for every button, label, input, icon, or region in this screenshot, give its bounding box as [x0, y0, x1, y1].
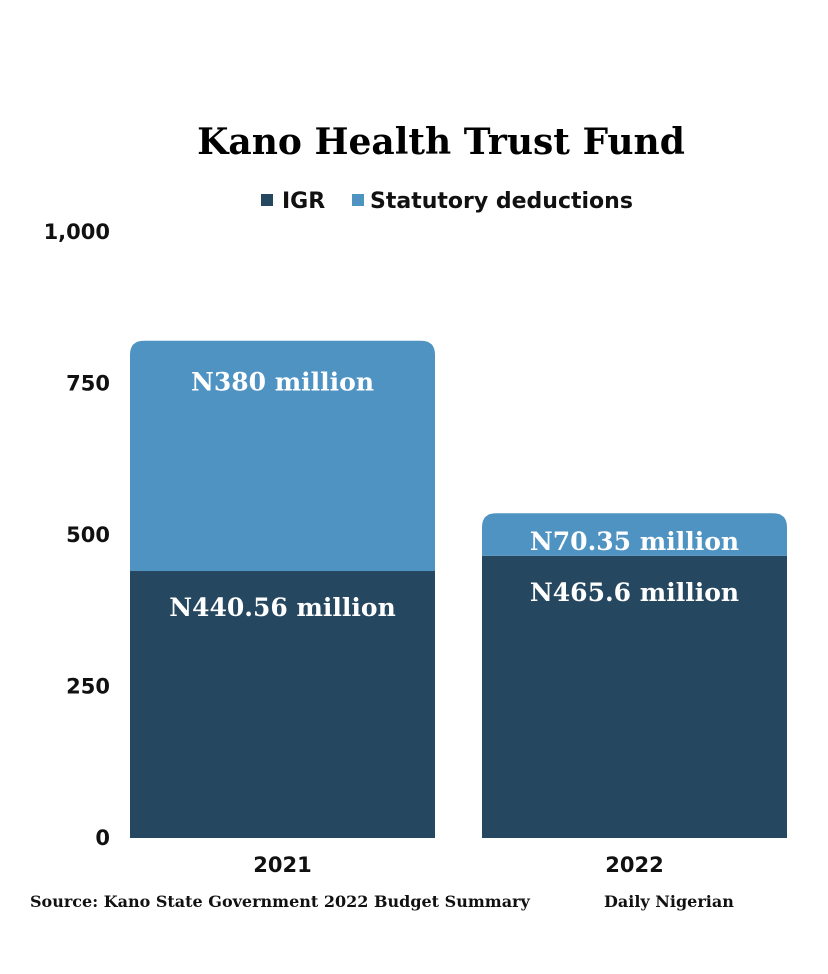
publisher-credit: Daily Nigerian	[604, 892, 734, 911]
data-label: N70.35 million	[530, 527, 739, 556]
bar-2021-statutory-deductions	[130, 340, 435, 572]
chart-title: Kano Health Trust Fund	[197, 121, 685, 163]
y-tick-label: 750	[66, 372, 110, 396]
y-tick-label: 500	[66, 523, 110, 547]
bar-2021-igr	[130, 571, 435, 838]
x-axis-labels: 2021 2022	[253, 853, 663, 877]
data-label: N380 million	[191, 368, 374, 397]
legend-label-statutory-deductions: Statutory deductions	[370, 189, 633, 214]
y-axis-ticks: 0 250 500 750 1,000	[44, 220, 110, 850]
data-label: N440.56 million	[169, 593, 396, 622]
bars: N440.56 million N380 million N465.6 millio…	[130, 340, 787, 838]
legend-swatch-statutory-deductions	[352, 194, 364, 206]
x-tick-label: 2021	[253, 853, 311, 877]
data-label: N465.6 million	[530, 578, 739, 607]
x-tick-label: 2022	[605, 853, 663, 877]
source-note: Source: Kano State Government 2022 Budge…	[30, 892, 530, 911]
bar-2022-igr	[482, 555, 787, 838]
y-tick-label: 0	[95, 826, 110, 850]
legend-swatch-igr	[261, 194, 273, 206]
legend-label-igr: IGR	[282, 189, 325, 214]
y-tick-label: 1,000	[44, 220, 110, 244]
y-tick-label: 250	[66, 675, 110, 699]
legend: IGR Statutory deductions	[261, 189, 633, 214]
bar-2022-statutory-deductions	[482, 513, 787, 556]
